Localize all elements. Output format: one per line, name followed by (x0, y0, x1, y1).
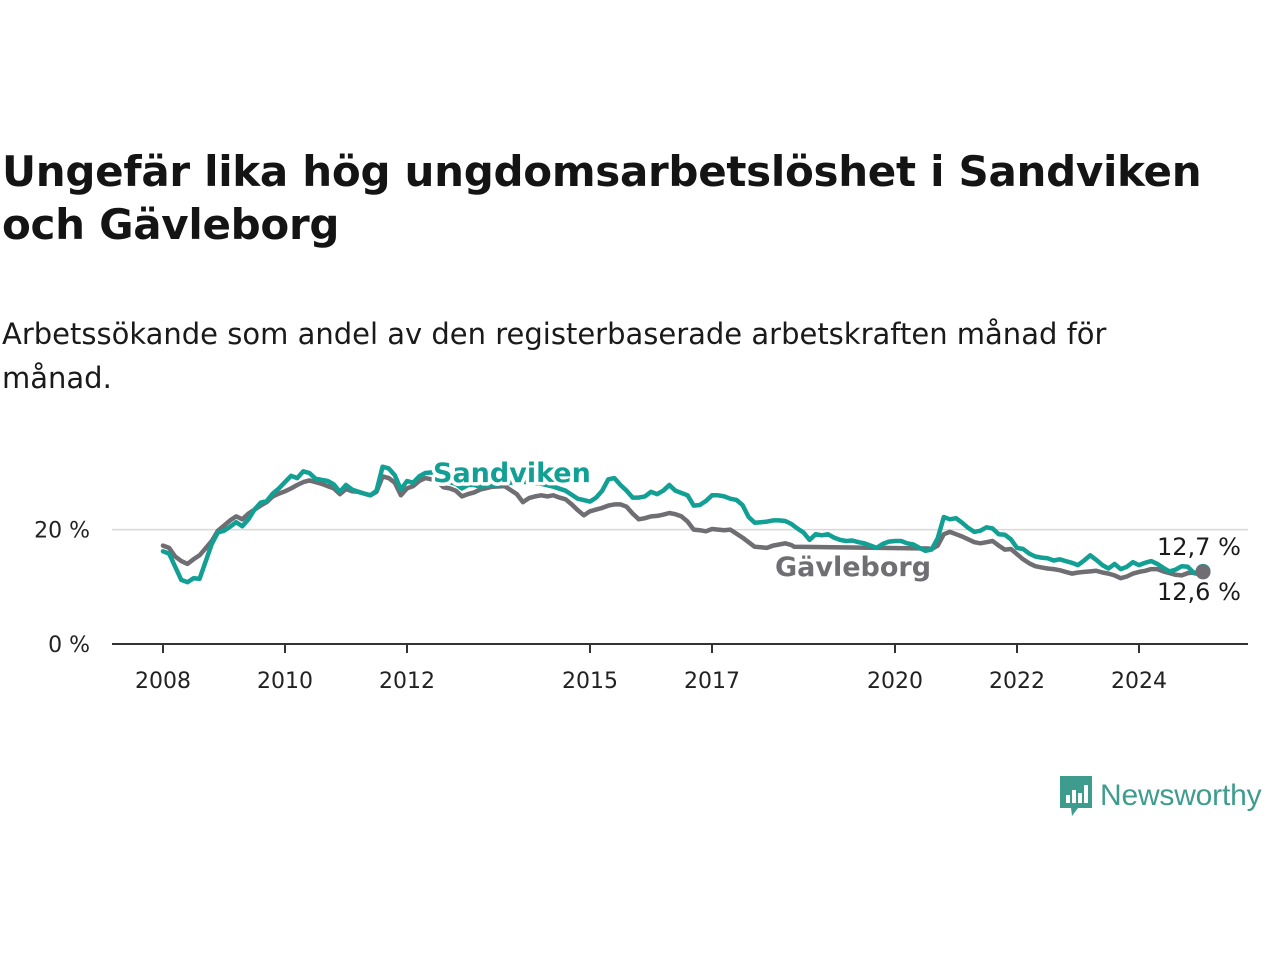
x-tick-label: 2008 (135, 669, 191, 694)
series-label-gavleborg: Gävleborg (775, 552, 931, 583)
chart-subtitle: Arbetssökande som andel av den registerb… (2, 317, 1107, 395)
series-label-sandviken: Sandviken (433, 458, 591, 489)
newsworthy-logo: Newsworthy (1058, 772, 1262, 820)
x-tick-label: 2020 (867, 669, 923, 694)
x-tick-label: 2017 (684, 669, 740, 694)
series-line-sandviken (160, 464, 1206, 585)
x-tick-label: 2010 (257, 669, 313, 694)
x-tick-label: 2015 (562, 669, 618, 694)
brand-name: Newsworthy (1100, 779, 1262, 812)
y-tick-label: 0 % (48, 633, 90, 658)
x-tick-label: 2022 (989, 669, 1045, 694)
y-tick-label: 20 % (34, 519, 90, 544)
x-tick-label: 2024 (1111, 669, 1167, 694)
x-tick-label: 2012 (379, 669, 435, 694)
series-line-gavleborg (160, 474, 1206, 581)
bar-chart-bubble-icon (1060, 776, 1092, 816)
end-value-label-gavleborg: 12,6 % (1157, 578, 1241, 606)
end-value-label-sandviken: 12,7 % (1157, 533, 1241, 561)
chart-title: Ungefär lika hög ungdomsarbetslöshet i S… (2, 147, 1202, 249)
series-end-dot (1195, 564, 1211, 580)
line-chart: 0 %20 %2008 2010 2012 2015 2017 2020 2022 2024 … (34, 455, 1248, 694)
